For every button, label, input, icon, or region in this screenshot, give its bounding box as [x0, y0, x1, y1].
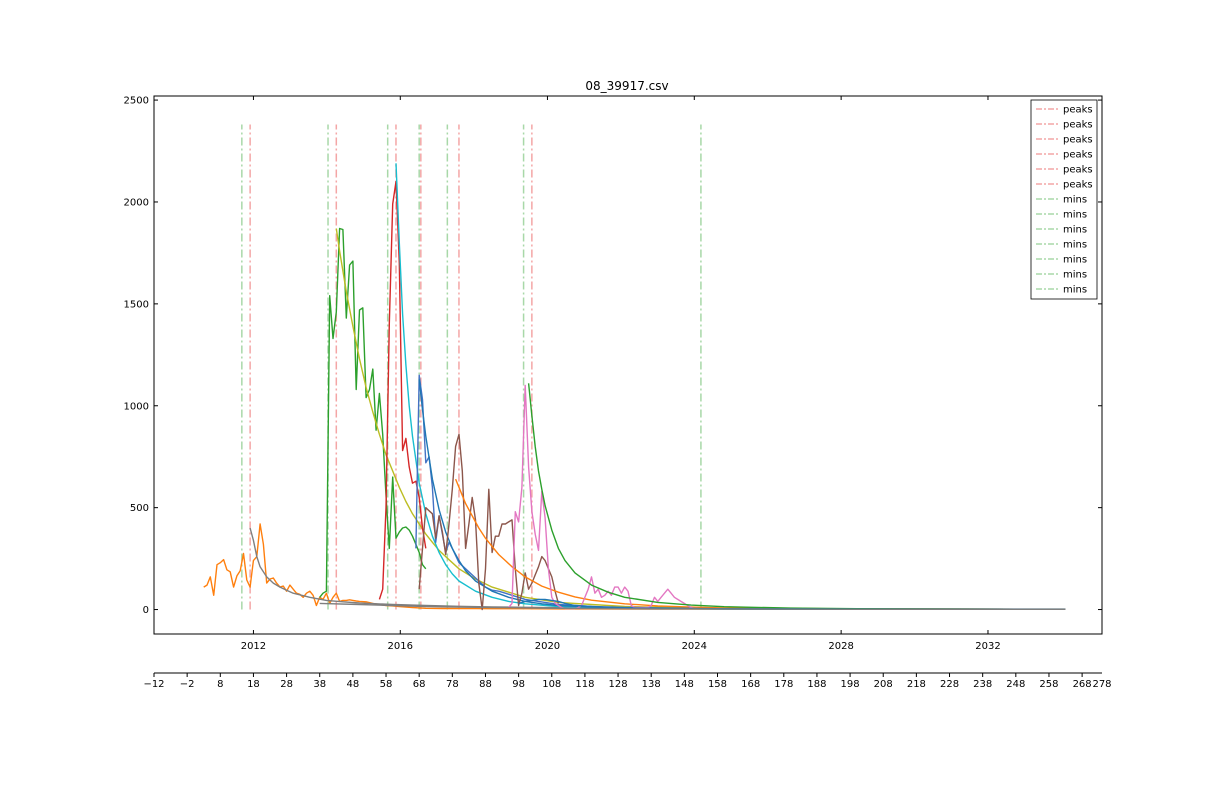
series-line-3 — [335, 228, 1066, 610]
index-tick-label: 68 — [413, 679, 426, 690]
chart-title: 08_39917.csv — [585, 79, 668, 93]
series-line-1 — [249, 527, 1066, 610]
index-tick-label: 188 — [807, 679, 826, 690]
y-tick-label: 0 — [143, 605, 149, 616]
index-tick-label: 48 — [347, 679, 360, 690]
y-tick-label: 1500 — [124, 299, 149, 310]
legend-label: mins — [1063, 210, 1087, 221]
index-tick-label: 138 — [642, 679, 661, 690]
plot-frame — [153, 95, 1103, 635]
legend-label: mins — [1063, 195, 1087, 206]
legend-label: mins — [1063, 270, 1087, 281]
y-tick-label: 2000 — [124, 197, 149, 208]
series-line-11 — [527, 383, 1066, 610]
legend-label: peaks — [1063, 165, 1093, 176]
legend: peaks peaks peaks peaks peaks peaks mins mins mi… — [1030, 99, 1098, 300]
index-tick-label: 218 — [907, 679, 926, 690]
index-tick-label: −2 — [180, 679, 195, 690]
date-tick-label: 2020 — [535, 641, 560, 652]
index-tick-label: 98 — [512, 679, 525, 690]
legend-label: peaks — [1063, 135, 1093, 146]
series-line-2 — [319, 227, 427, 598]
index-tick-label: −12 — [143, 679, 164, 690]
index-tick-label: 238 — [973, 679, 992, 690]
index-tick-label: 88 — [479, 679, 492, 690]
date-tick-label: 2012 — [241, 641, 266, 652]
series-line-8 — [418, 433, 560, 611]
index-tick-label: 178 — [774, 679, 793, 690]
legend-label: peaks — [1063, 105, 1093, 116]
index-tick-label: 8 — [217, 679, 223, 690]
index-tick-label: 18 — [247, 679, 260, 690]
index-tick-label: 128 — [609, 679, 628, 690]
index-tick-label: 118 — [575, 679, 594, 690]
date-tick-label: 2016 — [388, 641, 413, 652]
index-tick-label: 268 — [1073, 679, 1092, 690]
series-line-5 — [395, 163, 1066, 610]
series-line-13 — [319, 602, 1066, 610]
legend-label: mins — [1063, 225, 1087, 236]
index-tick-label: 58 — [380, 679, 393, 690]
legend-label: mins — [1063, 285, 1087, 296]
date-tick-label: 2032 — [975, 641, 1000, 652]
legend-label: peaks — [1063, 180, 1093, 191]
series-line-4 — [378, 180, 427, 600]
legend-label: mins — [1063, 240, 1087, 251]
index-tick-label: 158 — [708, 679, 727, 690]
date-tick-label: 2024 — [682, 641, 707, 652]
index-tick-label: 38 — [313, 679, 326, 690]
index-tick-label: 168 — [741, 679, 760, 690]
index-tick-label: 228 — [940, 679, 959, 690]
y-tick-label: 1000 — [124, 401, 149, 412]
series-line-10 — [508, 384, 698, 610]
legend-label: mins — [1063, 255, 1087, 266]
date-tick-label: 2028 — [828, 641, 853, 652]
index-tick-label: 108 — [542, 679, 561, 690]
legend-label: peaks — [1063, 120, 1093, 131]
index-tick-label: 248 — [1006, 679, 1025, 690]
index-tick-label: 198 — [841, 679, 860, 690]
legend-label: peaks — [1063, 150, 1093, 161]
series-line-0 — [203, 523, 1066, 610]
index-tick-label: 278 — [1092, 679, 1111, 690]
index-tick-label: 258 — [1039, 679, 1058, 690]
y-tick-label: 2500 — [124, 96, 149, 107]
index-tick-label: 78 — [446, 679, 459, 690]
index-tick-label: 28 — [280, 679, 293, 690]
y-tick-label: 500 — [130, 503, 149, 514]
index-tick-label: 208 — [874, 679, 893, 690]
axes: 0 500 1000 1500 2000 2500 2012 2016 2020 2024 2028… — [124, 95, 1112, 690]
index-tick-label: 148 — [675, 679, 694, 690]
series-line-9 — [454, 478, 1066, 610]
